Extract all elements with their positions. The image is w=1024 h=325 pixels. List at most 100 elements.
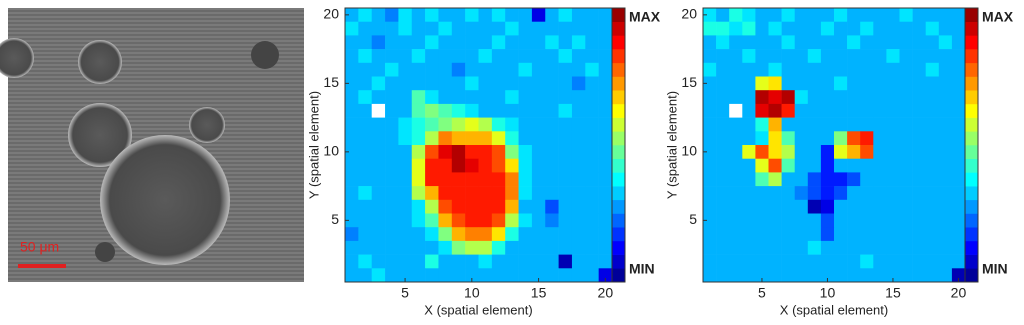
heat-cell bbox=[938, 35, 953, 50]
heat-cell bbox=[873, 90, 887, 105]
heat-cell bbox=[518, 76, 533, 91]
heat-cell bbox=[886, 49, 900, 64]
heat-cell bbox=[371, 199, 386, 214]
heat-cell bbox=[807, 227, 822, 242]
heat-cell bbox=[820, 103, 835, 118]
heat-cell bbox=[598, 49, 613, 64]
heat-cell bbox=[358, 240, 372, 255]
heat-cell bbox=[703, 76, 717, 91]
heat-cell bbox=[755, 21, 769, 36]
colorbar-frame bbox=[964, 7, 979, 283]
heat-cell bbox=[438, 268, 453, 283]
heat-cell bbox=[807, 21, 822, 36]
heat-cell bbox=[358, 62, 372, 77]
heat-cell bbox=[531, 131, 546, 146]
heat-cell bbox=[545, 213, 559, 228]
heat-cell bbox=[491, 186, 506, 201]
heat-cell bbox=[860, 103, 874, 118]
heat-cell bbox=[768, 8, 782, 22]
colorbar-step bbox=[965, 240, 978, 255]
heat-cell bbox=[478, 213, 493, 228]
colorbar-step bbox=[612, 103, 625, 118]
heat-cell bbox=[847, 8, 861, 22]
heat-cell bbox=[951, 103, 966, 118]
heat-cell bbox=[794, 131, 809, 146]
heat-cell bbox=[358, 90, 372, 105]
heat-cell bbox=[925, 90, 940, 105]
heat-cell bbox=[438, 158, 453, 173]
heat-cell bbox=[834, 90, 848, 105]
heat-cell bbox=[411, 90, 426, 105]
heat-cell bbox=[585, 199, 599, 214]
heat-cell bbox=[781, 186, 795, 201]
heat-cell bbox=[860, 158, 874, 173]
heat-cell bbox=[465, 62, 479, 77]
heat-cell bbox=[385, 62, 399, 77]
heat-cell bbox=[834, 76, 848, 91]
heat-cell bbox=[912, 240, 926, 255]
heat-cell bbox=[411, 117, 426, 132]
heat-cell bbox=[571, 254, 586, 269]
heat-cell bbox=[925, 145, 940, 159]
heat-cell bbox=[518, 90, 533, 105]
heat-cell bbox=[807, 117, 822, 132]
heat-cell bbox=[755, 117, 769, 132]
heat-cell bbox=[807, 35, 822, 50]
heat-cell bbox=[571, 90, 586, 105]
heat-cell bbox=[847, 49, 861, 64]
heat-cell bbox=[951, 131, 966, 146]
colorbar-label: MIN bbox=[982, 261, 1008, 277]
heat-cell bbox=[491, 227, 506, 242]
heat-cell bbox=[358, 21, 372, 36]
heat-cell bbox=[807, 49, 822, 64]
heat-cell bbox=[742, 117, 756, 132]
heat-cell bbox=[451, 254, 466, 269]
y-tick-label: 5 bbox=[689, 211, 697, 227]
heat-cell bbox=[938, 240, 953, 255]
heat-cell bbox=[585, 240, 599, 255]
heat-cell bbox=[847, 268, 861, 283]
heat-cell bbox=[716, 103, 730, 118]
heat-cell bbox=[345, 158, 359, 173]
heat-cell bbox=[465, 103, 479, 118]
heat-cell bbox=[925, 35, 940, 50]
heat-cell bbox=[899, 90, 913, 105]
heat-cell bbox=[411, 62, 426, 77]
heat-cell bbox=[742, 254, 756, 269]
heat-cell bbox=[345, 213, 359, 228]
heat-cell bbox=[505, 268, 519, 283]
heat-cell bbox=[899, 227, 913, 242]
heat-cell bbox=[571, 131, 586, 146]
heat-cell bbox=[938, 268, 953, 283]
heat-cell bbox=[345, 240, 359, 255]
heat-cell bbox=[768, 254, 782, 269]
heat-cell bbox=[925, 199, 940, 214]
heat-cell bbox=[518, 158, 533, 173]
heat-cell bbox=[820, 49, 835, 64]
heat-cell bbox=[585, 213, 599, 228]
heat-cell bbox=[781, 213, 795, 228]
heat-cell bbox=[451, 199, 466, 214]
heat-cell bbox=[425, 186, 439, 201]
heat-cell bbox=[371, 213, 386, 228]
heat-cell bbox=[834, 117, 848, 132]
heat-cell bbox=[451, 158, 466, 173]
y-tick-label: 10 bbox=[323, 143, 339, 159]
heat-cell bbox=[794, 213, 809, 228]
heat-cell bbox=[703, 21, 717, 36]
heat-cell bbox=[938, 172, 953, 187]
heat-cell bbox=[925, 186, 940, 201]
heat-cell bbox=[951, 49, 966, 64]
colorbar-label: MAX bbox=[982, 9, 1014, 25]
heat-cell bbox=[398, 90, 413, 105]
heat-cell bbox=[951, 213, 966, 228]
heat-cell bbox=[703, 103, 717, 118]
heat-cell bbox=[385, 131, 399, 146]
heat-cell bbox=[716, 62, 730, 77]
heat-cell bbox=[518, 199, 533, 214]
heat-cell bbox=[820, 62, 835, 77]
heat-cell bbox=[716, 254, 730, 269]
heat-cell bbox=[451, 240, 466, 255]
heat-cell bbox=[545, 227, 559, 242]
heat-cell bbox=[794, 240, 809, 255]
